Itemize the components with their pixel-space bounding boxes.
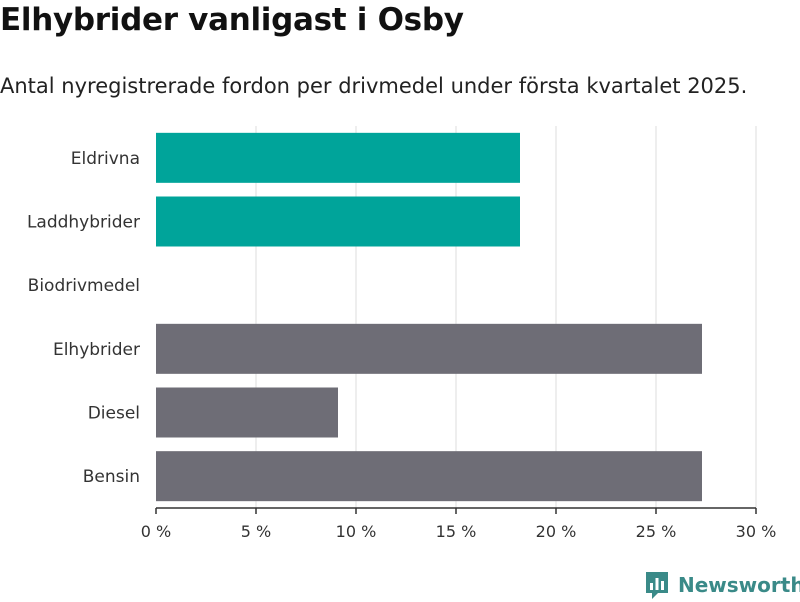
x-tick-label: 20 % — [536, 522, 577, 541]
bar — [156, 323, 702, 374]
x-tick-label: 10 % — [336, 522, 377, 541]
bar — [156, 132, 520, 183]
x-tick-label: 5 % — [241, 522, 271, 541]
x-tick-label: 25 % — [636, 522, 677, 541]
category-label: Elhybrider — [53, 340, 140, 360]
bar — [156, 196, 520, 247]
chart-title: Elhybrider vanligast i Osby — [0, 2, 464, 38]
category-label: Biodrivmedel — [28, 276, 140, 296]
x-tick-label: 30 % — [736, 522, 777, 541]
brand-logo: Newsworthy — [644, 568, 800, 602]
category-label: Bensin — [83, 467, 140, 487]
bar — [156, 451, 702, 502]
chart-subtitle: Antal nyregistrerade fordon per drivmede… — [0, 74, 748, 98]
bar — [156, 387, 338, 438]
bar-chart: Eldrivna Laddhybrider Biodrivmedel Elhybrid… — [27, 126, 777, 541]
newsworthy-logo-icon — [646, 572, 668, 599]
category-label: Laddhybrider — [27, 213, 140, 233]
category-label: Diesel — [88, 404, 140, 424]
category-label: Eldrivna — [71, 149, 140, 169]
x-tick-label: 0 % — [141, 522, 171, 541]
x-tick-label: 15 % — [436, 522, 477, 541]
brand-name: Newsworthy — [678, 573, 800, 597]
